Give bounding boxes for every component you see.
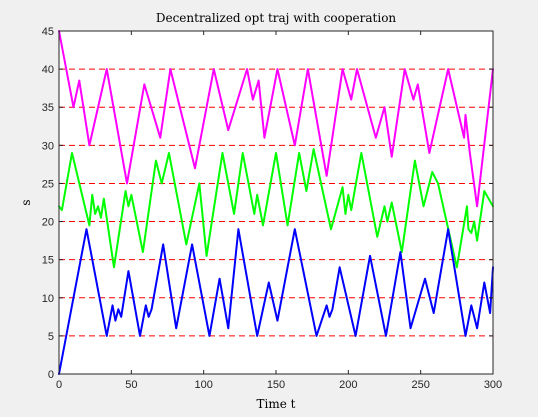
y-tick-label: 15 xyxy=(42,255,54,267)
x-tick-label: 150 xyxy=(267,379,285,391)
y-tick-label: 25 xyxy=(42,178,54,190)
y-tick-label: 45 xyxy=(42,26,54,38)
y-tick-label: 35 xyxy=(42,102,54,114)
series-line-1 xyxy=(58,30,494,208)
x-axis-ticks: 0 50 100 150 200 250 300 xyxy=(56,31,502,391)
chart-title: Decentralized opt traj with cooperation xyxy=(156,11,397,25)
y-tick-label: 40 xyxy=(42,64,54,76)
x-axis-label: Time t xyxy=(257,397,296,411)
x-tick-label: 0 xyxy=(56,379,62,391)
x-tick-label: 300 xyxy=(484,379,502,391)
y-tick-label: 10 xyxy=(42,293,54,305)
series-layer xyxy=(58,30,494,375)
y-axis-ticks: 0 5 10 15 20 25 30 35 40 45 xyxy=(42,26,493,381)
y-tick-label: 0 xyxy=(48,369,54,381)
x-tick-label: 250 xyxy=(411,379,429,391)
x-tick-label: 200 xyxy=(339,379,357,391)
y-tick-label: 30 xyxy=(42,140,54,152)
series-line-3 xyxy=(58,228,494,375)
reference-lines xyxy=(59,68,493,337)
y-tick-label: 5 xyxy=(48,331,54,343)
x-tick-label: 100 xyxy=(194,379,212,391)
x-tick-label: 50 xyxy=(125,379,137,391)
series-line-2 xyxy=(58,148,494,269)
y-axis-label: s xyxy=(19,199,33,205)
y-tick-label: 20 xyxy=(42,217,54,229)
